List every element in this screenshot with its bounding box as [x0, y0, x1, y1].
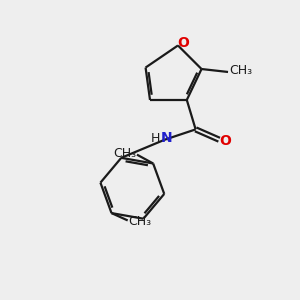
- Text: CH₃: CH₃: [128, 215, 152, 228]
- Text: O: O: [220, 134, 232, 148]
- Text: O: O: [177, 35, 189, 50]
- Text: CH₃: CH₃: [230, 64, 253, 77]
- Text: H: H: [151, 132, 160, 145]
- Text: N: N: [160, 131, 172, 145]
- Text: CH₃: CH₃: [113, 147, 136, 160]
